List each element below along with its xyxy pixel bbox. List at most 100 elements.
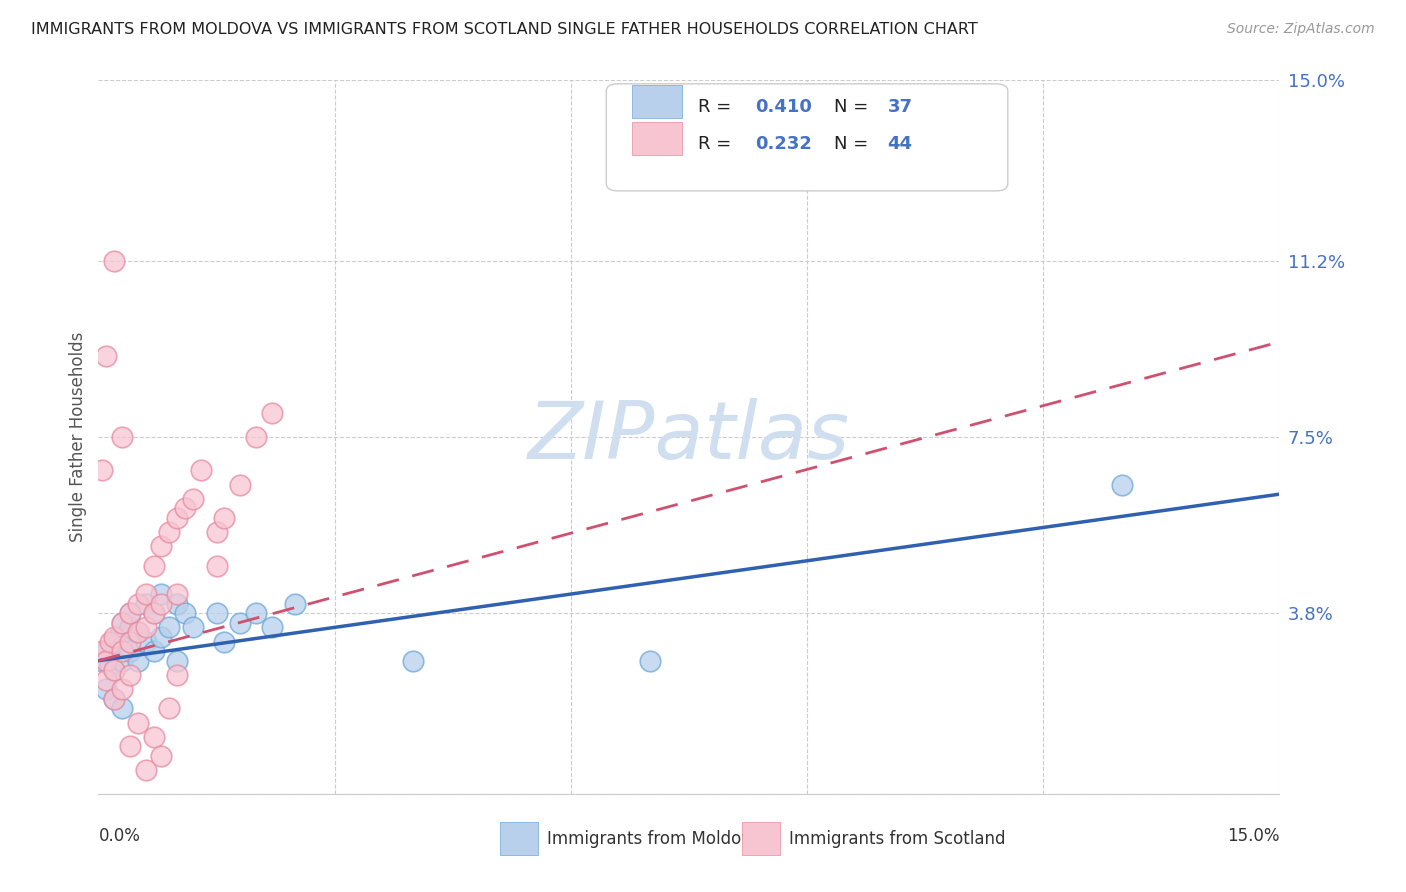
Point <box>205 606 228 620</box>
Text: IMMIGRANTS FROM MOLDOVA VS IMMIGRANTS FROM SCOTLAND SINGLE FATHER HOUSEHOLDS COR: IMMIGRANTS FROM MOLDOVA VS IMMIGRANTS FR… <box>31 22 977 37</box>
Point <box>1111 477 1133 491</box>
Y-axis label: Single Father Households: Single Father Households <box>69 332 87 542</box>
Point <box>127 597 149 611</box>
Point <box>111 701 134 715</box>
Point <box>111 615 134 630</box>
Point <box>111 615 134 630</box>
Point <box>135 597 157 611</box>
Point <box>103 663 125 677</box>
Point <box>118 668 141 682</box>
Point <box>91 463 114 477</box>
Point <box>127 715 149 730</box>
Point <box>174 606 197 620</box>
Point <box>118 644 141 658</box>
Point <box>181 620 204 634</box>
Point <box>142 606 165 620</box>
Point <box>142 730 165 744</box>
Point <box>135 620 157 634</box>
Point <box>166 597 188 611</box>
Point <box>111 654 134 668</box>
Point <box>111 640 134 654</box>
Text: Source: ZipAtlas.com: Source: ZipAtlas.com <box>1227 22 1375 37</box>
Text: 15.0%: 15.0% <box>1227 827 1279 846</box>
Point <box>103 634 125 648</box>
Point <box>166 587 188 601</box>
Point <box>229 615 252 630</box>
Point <box>118 620 141 634</box>
Point <box>111 430 134 444</box>
Point <box>150 587 173 601</box>
Point <box>150 630 173 644</box>
Point <box>166 511 188 525</box>
Point <box>638 654 661 668</box>
Point <box>181 491 204 506</box>
Bar <box>501 822 537 855</box>
Point <box>91 654 114 668</box>
Point <box>214 634 236 648</box>
Point <box>96 673 118 687</box>
Point <box>157 525 180 540</box>
Text: ZIPatlas: ZIPatlas <box>527 398 851 476</box>
Point <box>118 739 141 754</box>
Text: 0.410: 0.410 <box>755 98 811 116</box>
Point <box>103 691 125 706</box>
Text: N =: N = <box>834 98 875 116</box>
Point <box>166 654 188 668</box>
Point <box>103 630 125 644</box>
Point <box>127 654 149 668</box>
Point <box>245 430 267 444</box>
Point <box>118 634 141 648</box>
Text: 44: 44 <box>887 135 912 153</box>
Point <box>142 644 165 658</box>
Point <box>127 625 149 640</box>
Point <box>142 558 165 573</box>
Point <box>150 597 173 611</box>
Point <box>96 644 118 658</box>
Text: 0.0%: 0.0% <box>98 827 141 846</box>
Point <box>127 625 149 640</box>
Point <box>157 701 180 715</box>
Point <box>150 748 173 763</box>
Text: R =: R = <box>699 135 737 153</box>
Point <box>205 558 228 573</box>
Point <box>103 254 125 268</box>
Text: Immigrants from Scotland: Immigrants from Scotland <box>789 830 1005 847</box>
Bar <box>633 122 682 155</box>
Point <box>118 606 141 620</box>
Point <box>190 463 212 477</box>
Point <box>214 511 236 525</box>
Point <box>135 763 157 777</box>
Point <box>150 540 173 554</box>
Point <box>91 644 114 658</box>
Point <box>98 634 121 648</box>
Text: Immigrants from Moldova: Immigrants from Moldova <box>547 830 762 847</box>
Point <box>402 654 425 668</box>
Point <box>205 525 228 540</box>
Point <box>96 654 118 668</box>
FancyBboxPatch shape <box>606 84 1008 191</box>
Point <box>118 606 141 620</box>
Point <box>135 587 157 601</box>
Point <box>260 406 283 420</box>
Point <box>107 630 129 644</box>
Point <box>174 501 197 516</box>
Text: 0.232: 0.232 <box>755 135 811 153</box>
Point <box>229 477 252 491</box>
Point <box>103 663 125 677</box>
Point <box>111 644 134 658</box>
Point <box>157 620 180 634</box>
Text: N =: N = <box>834 135 875 153</box>
Text: R =: R = <box>699 98 737 116</box>
Point <box>245 606 267 620</box>
Point <box>96 349 118 363</box>
Point <box>135 634 157 648</box>
Point <box>142 606 165 620</box>
Point <box>98 658 121 673</box>
Point <box>111 682 134 697</box>
Point <box>103 691 125 706</box>
Point <box>166 668 188 682</box>
Bar <box>742 822 780 855</box>
Point <box>284 597 307 611</box>
Bar <box>633 85 682 118</box>
Text: 37: 37 <box>887 98 912 116</box>
